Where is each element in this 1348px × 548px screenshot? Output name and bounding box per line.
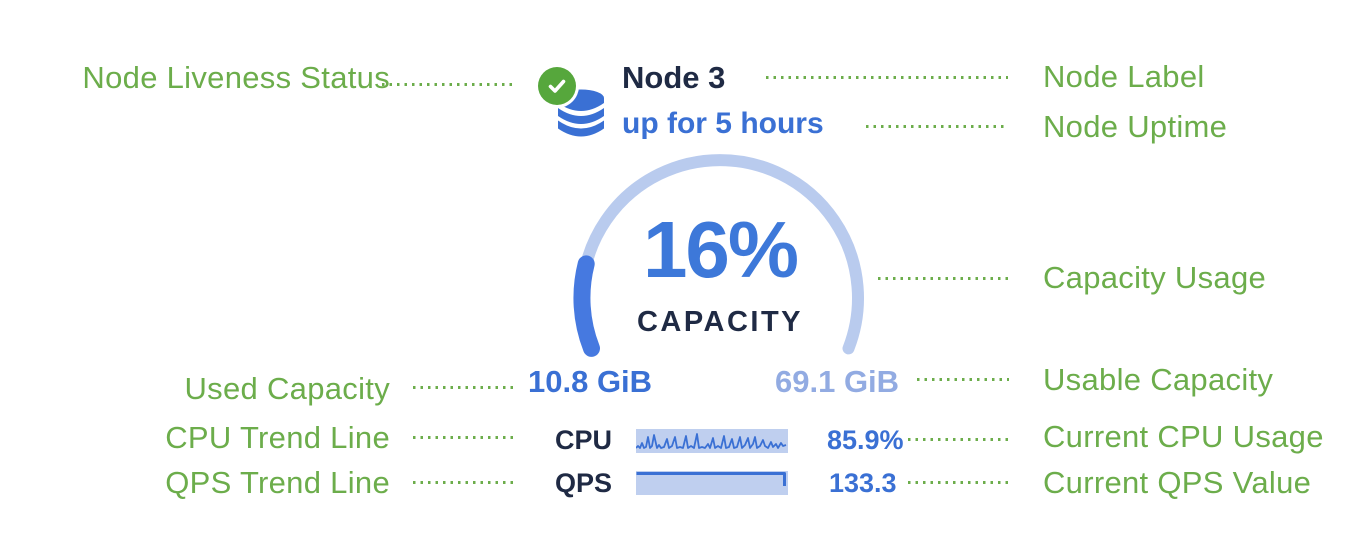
leader-line-current-cpu [908, 438, 1010, 441]
capacity-caption: CAPACITY [636, 306, 804, 338]
qps-label: QPS [555, 468, 613, 498]
leader-line-node-uptime [866, 125, 1008, 128]
annotation-usable-capacity: Usable Capacity [1043, 362, 1274, 397]
qps-trend-sparkline [636, 471, 788, 495]
capacity-usage-percent: 16% [642, 205, 799, 294]
leader-line-node-label [766, 76, 1008, 79]
cpu-label: CPU [555, 425, 613, 455]
usable-capacity-value: 69.1 GiB [775, 364, 900, 399]
leader-line-capacity-usage [878, 277, 1010, 280]
annotation-qps-trend-line: QPS Trend Line [165, 465, 390, 500]
annotation-capacity-usage: Capacity Usage [1043, 260, 1267, 295]
current-cpu-usage-value: 85.9% [827, 425, 904, 455]
cpu-trend-sparkline [635, 429, 788, 453]
node-uptime: up for 5 hours [622, 107, 824, 140]
annotation-cpu-trend-line: CPU Trend Line [165, 420, 390, 455]
leader-line-cpu-trend [413, 436, 513, 439]
current-qps-value: 133.3 [829, 468, 897, 498]
leader-line-qps-trend [413, 481, 513, 484]
node-label[interactable]: Node 3 [622, 60, 726, 95]
annotation-current-qps-value: Current QPS Value [1043, 465, 1312, 500]
capacity-gauge [573, 154, 864, 357]
annotation-current-cpu-usage: Current CPU Usage [1043, 419, 1324, 454]
leader-line-liveness [382, 83, 516, 86]
leader-line-current-qps [908, 481, 1010, 484]
gauge-fill-arc [573, 255, 600, 357]
leader-line-used-capacity [413, 386, 513, 389]
annotation-node-label: Node Label [1043, 59, 1205, 94]
leader-line-usable-capacity [917, 378, 1009, 381]
annotation-node-liveness-status: Node Liveness Status [82, 60, 390, 95]
used-capacity-value: 10.8 GiB [528, 364, 653, 399]
annotation-used-capacity: Used Capacity [184, 371, 390, 406]
liveness-check-icon [538, 67, 576, 105]
annotation-node-uptime: Node Uptime [1043, 109, 1228, 144]
